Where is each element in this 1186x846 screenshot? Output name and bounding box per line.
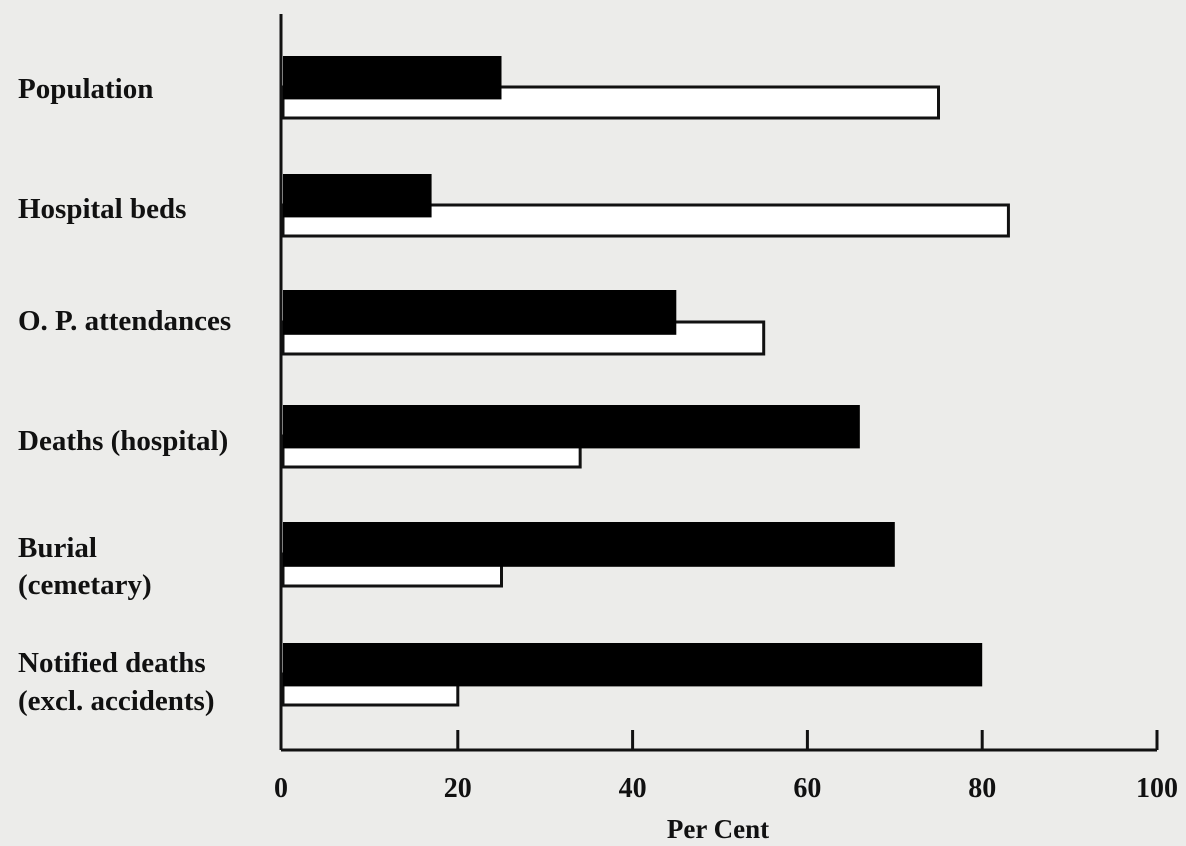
category-label-0: Population xyxy=(18,73,153,105)
x-tick-label-3: 60 xyxy=(793,773,821,804)
bar-black-5 xyxy=(283,643,983,687)
bar-black-2 xyxy=(283,290,677,335)
category-label-line: Hospital beds xyxy=(18,193,186,225)
bar-black-3 xyxy=(283,405,860,449)
x-tick-label-5: 100 xyxy=(1136,773,1178,804)
category-label-line: (excl. accidents) xyxy=(18,685,215,717)
x-tick-label-4: 80 xyxy=(968,773,996,804)
category-label-line: Notified deaths xyxy=(18,647,206,679)
category-label-4: Burial (cemetary) xyxy=(18,532,152,601)
category-label-5: Notified deaths (excl. accidents) xyxy=(18,647,215,717)
category-label-1: Hospital beds xyxy=(18,193,186,225)
x-axis-title: Per Cent xyxy=(667,814,769,844)
category-label-2: O. P. attendances xyxy=(18,305,231,337)
x-tick-label-0: 0 xyxy=(274,773,288,804)
category-labels: Population Hospital beds O. P. attendances… xyxy=(18,73,231,717)
bar-black-1 xyxy=(283,174,432,218)
x-tick-label-1: 20 xyxy=(444,773,472,804)
bar-black-4 xyxy=(283,522,895,567)
category-label-line: Deaths (hospital) xyxy=(18,425,228,457)
bar-black-0 xyxy=(283,56,502,100)
category-label-line: Population xyxy=(18,73,153,105)
category-label-line: O. P. attendances xyxy=(18,305,231,337)
category-label-line: (cemetary) xyxy=(18,569,152,601)
bars-group xyxy=(281,56,1010,707)
x-axis-ticks: 0 20 40 60 80 100 xyxy=(274,730,1178,804)
category-label-line: Burial xyxy=(18,532,97,564)
category-label-3: Deaths (hospital) xyxy=(18,425,228,457)
x-tick-label-2: 40 xyxy=(619,773,647,804)
